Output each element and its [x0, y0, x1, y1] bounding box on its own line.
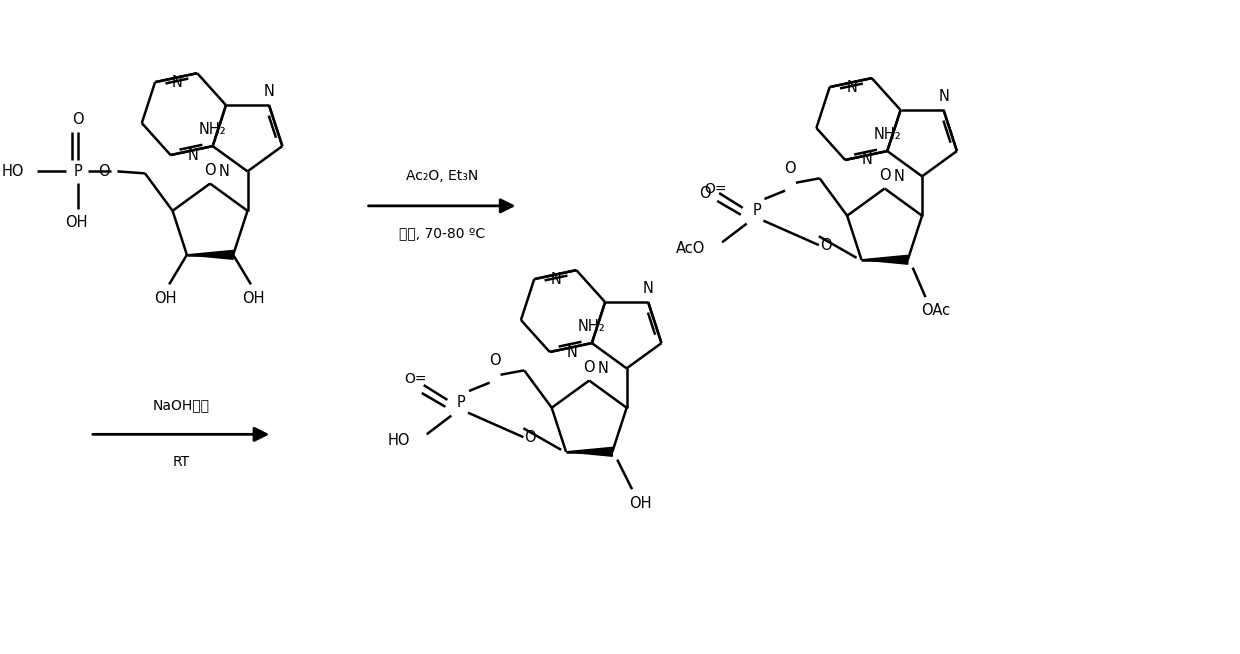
Text: NH₂: NH₂	[578, 318, 605, 334]
Text: O: O	[583, 360, 595, 375]
Text: O: O	[699, 186, 712, 201]
Text: O=: O=	[404, 372, 427, 387]
Text: OH: OH	[154, 290, 176, 305]
Text: RT: RT	[172, 455, 190, 469]
Text: O: O	[205, 164, 216, 179]
Text: OH: OH	[629, 496, 651, 511]
Text: O: O	[525, 430, 536, 445]
Text: N: N	[567, 345, 578, 360]
Text: Ac₂O, Et₃N: Ac₂O, Et₃N	[405, 169, 479, 183]
Text: P: P	[73, 164, 82, 179]
Text: NH₂: NH₂	[198, 122, 227, 137]
Text: O: O	[879, 168, 890, 183]
Text: O: O	[489, 353, 501, 368]
Text: N: N	[939, 89, 949, 104]
Text: N: N	[264, 84, 274, 99]
Text: P: P	[753, 203, 761, 218]
Text: NH₂: NH₂	[873, 127, 901, 142]
Text: N: N	[187, 148, 198, 163]
Polygon shape	[187, 250, 233, 259]
Text: OAc: OAc	[921, 303, 950, 318]
Text: N: N	[172, 75, 182, 90]
Text: O: O	[72, 112, 84, 127]
Text: P: P	[456, 395, 465, 410]
Polygon shape	[862, 255, 908, 264]
Text: O: O	[784, 162, 796, 177]
Text: N: N	[642, 281, 653, 296]
Text: N: N	[847, 80, 857, 95]
Text: 氯仿, 70-80 ºC: 氯仿, 70-80 ºC	[399, 226, 485, 241]
Text: N: N	[862, 152, 873, 167]
Text: AcO: AcO	[676, 241, 706, 256]
Text: N: N	[551, 271, 562, 286]
Text: N: N	[219, 164, 229, 179]
Text: O=: O=	[704, 182, 727, 196]
Text: O: O	[98, 164, 109, 179]
Text: HO: HO	[1, 164, 24, 179]
Text: NaOH，水: NaOH，水	[153, 398, 210, 412]
Polygon shape	[565, 447, 613, 456]
Text: N: N	[598, 361, 609, 376]
Text: HO: HO	[387, 433, 410, 448]
Text: N: N	[894, 169, 904, 184]
Text: OH: OH	[242, 290, 264, 305]
Text: O: O	[820, 237, 832, 252]
Text: OH: OH	[64, 215, 87, 230]
